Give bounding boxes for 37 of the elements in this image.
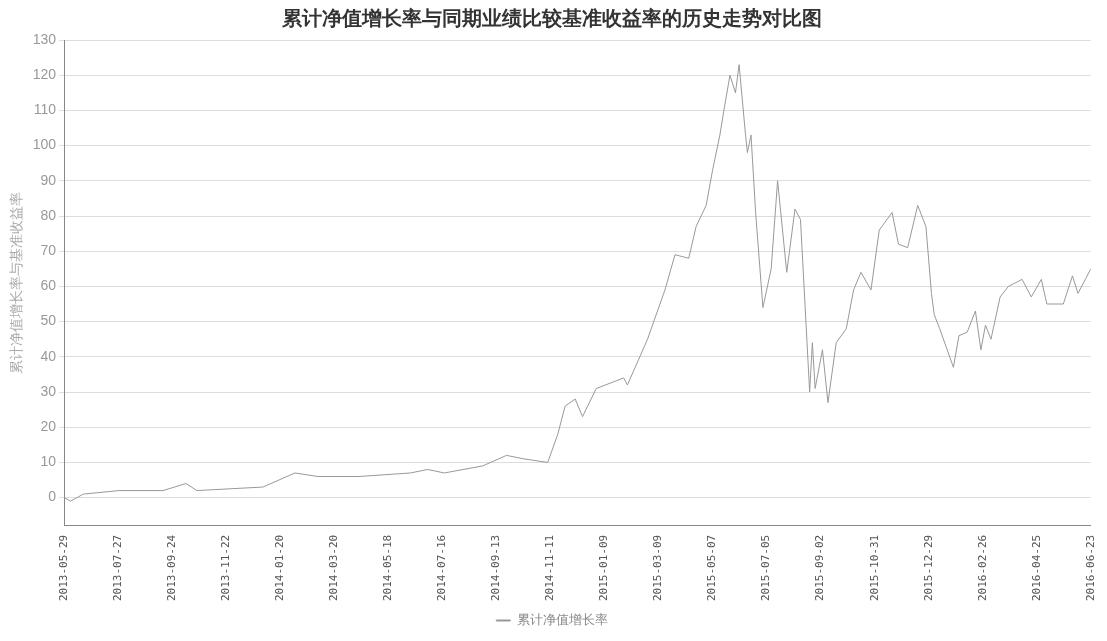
y-axis-title: 累计净值增长率与基准收益率 <box>8 191 25 374</box>
x-tick-label: 2015-10-31 <box>867 534 881 602</box>
x-tick-label: 2013-11-22 <box>219 534 233 602</box>
y-tick-label: 130 <box>32 30 57 47</box>
x-tick-label: 2014-03-20 <box>327 534 341 602</box>
x-tick-label: 2016-04-25 <box>1029 534 1043 602</box>
y-tick-label: 30 <box>40 382 57 399</box>
y-tick-label: 0 <box>48 488 57 505</box>
x-tick-label: 2016-06-23 <box>1083 534 1097 602</box>
y-tick-label: 70 <box>40 242 57 259</box>
y-tick-label: 90 <box>40 171 57 188</box>
y-tick-label: 100 <box>32 136 57 153</box>
x-tick-label: 2014-01-20 <box>273 534 287 602</box>
y-tick-label: 60 <box>40 277 57 294</box>
y-tick-label: 10 <box>40 453 57 470</box>
x-tick-label: 2016-02-26 <box>975 534 989 602</box>
x-tick-label: 2013-07-27 <box>111 534 125 602</box>
y-tick-label: 110 <box>33 101 57 118</box>
x-tick-label: 2014-07-16 <box>435 534 449 602</box>
x-tick-label: 2015-03-09 <box>651 534 665 602</box>
y-tick-label: 120 <box>32 66 57 83</box>
x-tick-label: 2015-09-02 <box>813 534 827 602</box>
x-tick-label: 2015-01-09 <box>597 534 611 602</box>
x-tick-label: 2015-05-07 <box>705 534 719 602</box>
x-tick-label: 2013-09-24 <box>165 534 179 602</box>
x-tick-label: 2013-05-29 <box>57 534 71 602</box>
y-tick-label: 80 <box>40 206 57 223</box>
y-tick-label: 40 <box>40 347 57 364</box>
y-tick-label: 20 <box>40 418 57 435</box>
y-tick-label: 50 <box>40 312 57 329</box>
chart-title: 累计净值增长率与同期业绩比较基准收益率的历史走势对比图 <box>281 6 822 31</box>
x-tick-label: 2014-11-11 <box>543 534 557 602</box>
x-tick-label: 2014-09-13 <box>489 534 503 602</box>
x-tick-label: 2015-07-05 <box>759 534 773 602</box>
x-tick-label: 2015-12-29 <box>921 534 935 602</box>
legend-label: 累计净值增长率 <box>516 612 608 628</box>
x-tick-label: 2014-05-18 <box>381 534 395 602</box>
